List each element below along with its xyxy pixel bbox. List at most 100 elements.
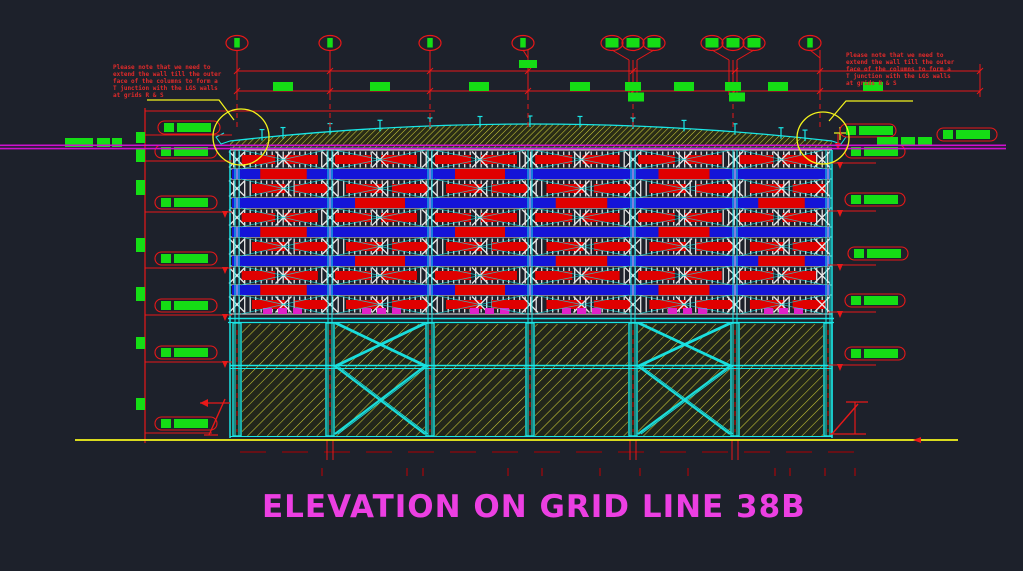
red-slab-block xyxy=(446,242,482,251)
red-slab-block xyxy=(492,242,528,251)
stud-x-brace xyxy=(321,209,339,226)
bubble-leader xyxy=(636,49,655,61)
level-marker xyxy=(844,293,906,308)
dim-text-highlight xyxy=(725,82,741,91)
bubble-leader xyxy=(809,49,821,59)
level-value-highlight xyxy=(174,198,208,207)
red-slab-block xyxy=(294,242,329,251)
level-marker xyxy=(847,246,909,261)
stud-x-brace xyxy=(321,180,339,197)
magenta-panel-block xyxy=(500,308,509,314)
hatched-wall-panel xyxy=(335,324,425,436)
bubble-leader xyxy=(522,49,529,59)
red-slab-block xyxy=(685,213,722,222)
facade-tie-diagonal xyxy=(433,149,527,170)
red-slab-block xyxy=(381,155,417,164)
facade-tie-diagonal xyxy=(636,265,732,286)
dim-text-highlight xyxy=(370,82,390,91)
red-slab-block xyxy=(355,256,405,266)
facade-tie-diagonal xyxy=(738,149,825,170)
level-marker xyxy=(936,127,998,142)
red-slab-block xyxy=(638,271,675,280)
stud-x-brace xyxy=(726,151,744,168)
stud-x-brace xyxy=(421,151,439,168)
hatched-wall-panel xyxy=(435,324,525,436)
level-name-highlight xyxy=(161,198,171,207)
leader-arrow-icon xyxy=(222,361,228,368)
vertical-bracing xyxy=(637,322,731,367)
vertical-bracing xyxy=(334,365,426,435)
stud-x-brace xyxy=(421,180,439,197)
red-slab-block xyxy=(294,184,329,193)
grid-bubble xyxy=(318,34,342,52)
grid-bubble-label-highlight xyxy=(427,38,433,48)
hatched-wall-panel xyxy=(535,324,628,436)
leader-arrow-icon xyxy=(837,210,843,217)
facade-tie-diagonal xyxy=(533,236,630,257)
level-marker xyxy=(844,192,906,207)
red-slab-block xyxy=(739,213,774,222)
stud-x-brace xyxy=(726,180,744,197)
dim-tick-icon xyxy=(426,87,434,95)
red-slab-block xyxy=(284,155,318,164)
red-slab-block xyxy=(582,155,620,164)
red-slab-block xyxy=(435,213,471,222)
dim-text-highlight xyxy=(768,82,788,91)
level-highlight-block xyxy=(97,138,110,147)
grid-bubble-label-highlight xyxy=(327,38,333,48)
red-slab-block xyxy=(435,155,471,164)
red-slab-block xyxy=(593,300,631,309)
red-slab-block xyxy=(455,227,505,237)
red-slab-block xyxy=(638,155,675,164)
facade-tie-diagonal xyxy=(533,178,630,199)
red-slab-block xyxy=(792,300,827,309)
facade-tie-diagonal xyxy=(738,178,825,199)
facade-tie-diagonal xyxy=(240,178,327,199)
facade-tie-diagonal xyxy=(636,178,732,199)
red-slab-block xyxy=(294,300,329,309)
magenta-panel-block xyxy=(562,308,571,314)
red-slab-block xyxy=(335,271,371,280)
red-slab-block xyxy=(346,242,382,251)
magenta-panel-block xyxy=(577,308,586,314)
datum-highlight-block xyxy=(136,238,145,252)
note-line: T junction with the LGS walls xyxy=(113,85,218,92)
red-slab-block xyxy=(335,213,371,222)
leader-arrow-icon xyxy=(222,314,228,321)
magenta-panel-block xyxy=(263,308,272,314)
stud-x-brace xyxy=(813,209,831,226)
hatched-wall-panel xyxy=(242,324,325,436)
red-slab-block xyxy=(638,213,675,222)
facade-tie-diagonal xyxy=(533,294,630,315)
magenta-panel-block xyxy=(392,308,401,314)
red-slab-block xyxy=(758,198,805,208)
stud-x-brace xyxy=(521,267,539,284)
red-slab-block xyxy=(392,184,428,193)
level-marker xyxy=(154,345,218,360)
grid-bubble xyxy=(418,34,442,52)
red-slab-block xyxy=(696,242,733,251)
red-slab-block xyxy=(446,184,482,193)
blue-slab-band xyxy=(232,227,830,237)
grid-bubble-label-highlight xyxy=(747,38,761,48)
stud-x-brace xyxy=(421,267,439,284)
red-slab-block xyxy=(685,155,722,164)
red-slab-block xyxy=(749,300,784,309)
red-slab-block xyxy=(481,155,517,164)
stud-x-brace xyxy=(521,180,539,197)
red-slab-block xyxy=(251,184,286,193)
red-slab-block xyxy=(492,184,528,193)
level-value-highlight xyxy=(864,296,898,305)
red-slab-block xyxy=(546,242,584,251)
red-slab-block xyxy=(582,213,620,222)
note-right: Please note that we need to extend the w… xyxy=(846,52,954,87)
stud-x-brace xyxy=(521,296,539,313)
magenta-panel-block xyxy=(470,308,479,314)
dim-tick-icon xyxy=(326,67,334,75)
grid-bubble xyxy=(225,34,249,52)
level-highlight-block xyxy=(918,137,932,146)
red-slab-block xyxy=(346,184,382,193)
note-line: face of the columns to form a xyxy=(846,66,951,73)
stud-x-brace xyxy=(521,238,539,255)
stud-x-brace xyxy=(228,151,246,168)
